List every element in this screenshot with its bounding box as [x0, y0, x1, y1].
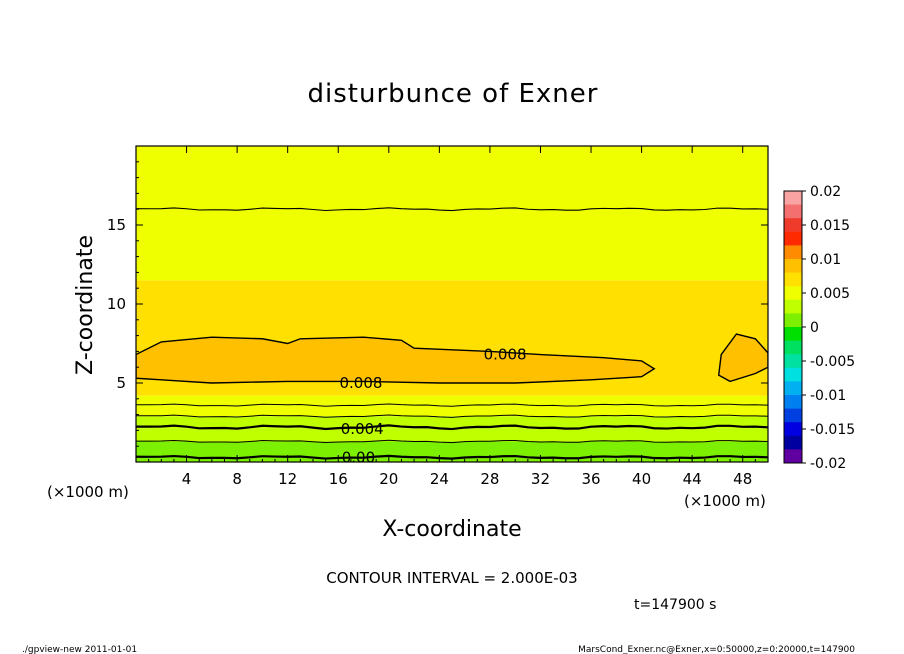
colorbar-swatch — [784, 272, 802, 287]
time-label: t=147900 s — [634, 597, 716, 613]
colorbar-tick-label: -0.01 — [810, 388, 846, 404]
y-tick-label: 5 — [116, 374, 126, 392]
colorbar: 0.02 0.015 0.01 0.005 0 -0.005 -0.01 -0.015 -0.0… — [783, 184, 855, 472]
x-tick-label: 20 — [379, 470, 398, 488]
x-tick-label: 24 — [430, 470, 449, 488]
contour-label: 0.008 — [340, 374, 383, 392]
colorbar-swatch — [784, 340, 802, 355]
colorbar-swatch — [784, 422, 802, 437]
footer-left: ./gpview-new 2011-01-01 — [22, 645, 137, 654]
colorbar-swatch — [784, 367, 802, 382]
colorbar-swatch — [784, 286, 802, 301]
colorbar-tick-label: -0.02 — [810, 456, 846, 472]
colorbar-swatch — [784, 259, 802, 274]
colorbar-tick-label: 0 — [810, 320, 819, 336]
x-tick-label: 44 — [683, 470, 702, 488]
colorbar-tick-label: 0.015 — [810, 218, 850, 234]
contour-line — [136, 424, 768, 431]
colorbar-swatch — [784, 381, 802, 396]
contour-line — [136, 454, 768, 460]
x-tick-label: 28 — [480, 470, 499, 488]
contour-line — [136, 207, 768, 212]
colorbar-swatch — [784, 313, 802, 328]
contour-line — [136, 403, 768, 407]
y-tick-label: 15 — [107, 216, 126, 234]
contour-interval: CONTOUR INTERVAL = 2.000E-03 — [326, 569, 577, 587]
colorbar-tick-label: -0.015 — [810, 422, 855, 438]
x-tick-label: 48 — [733, 470, 752, 488]
colorbar-swatch — [784, 435, 802, 450]
x-axis-label: X-coordinate — [382, 517, 521, 542]
colorbar-swatch — [784, 204, 802, 219]
plot-area: 0.008 0.008 0.004 0.00 — [136, 146, 768, 466]
contour-line — [136, 414, 768, 418]
x-unit-left: (×1000 m) — [47, 483, 129, 501]
contour-label: 0.008 — [484, 346, 527, 364]
contour-band — [136, 146, 768, 281]
contour-label: 0.00 — [342, 448, 375, 466]
y-axis-label: Z-coordinate — [73, 235, 98, 375]
colorbar-swatch — [784, 191, 802, 206]
colorbar-swatch — [784, 449, 802, 464]
x-tick-label: 8 — [232, 470, 242, 488]
contour-band — [136, 395, 768, 406]
x-tick-label: 16 — [329, 470, 348, 488]
x-tick-label: 36 — [581, 470, 600, 488]
contour-band — [136, 416, 768, 429]
colorbar-swatch — [784, 231, 802, 246]
chart-title: disturbunce of Exner — [308, 79, 599, 109]
colorbar-tick-label: 0.005 — [810, 286, 850, 302]
contour-core — [136, 336, 656, 384]
colorbar-swatch — [784, 299, 802, 314]
colorbar-swatch — [784, 245, 802, 260]
y-tick-label: 10 — [107, 295, 126, 313]
x-tick-label: 4 — [182, 470, 192, 488]
colorbar-swatch — [784, 327, 802, 342]
footer-right: MarsCond_Exner.nc@Exner,x=0:50000,z=0:20… — [578, 645, 855, 654]
contour-label: 0.004 — [341, 420, 384, 438]
contour-core — [717, 333, 768, 383]
x-unit-right: (×1000 m) — [684, 492, 766, 510]
x-tick-label: 32 — [531, 470, 550, 488]
x-tick-label: 40 — [632, 470, 651, 488]
contour-line — [136, 439, 768, 444]
contour-band — [136, 441, 768, 453]
colorbar-swatch — [784, 354, 802, 369]
contour-band — [136, 428, 768, 442]
colorbar-tick-label: 0.02 — [810, 184, 841, 200]
contour-band — [136, 405, 768, 417]
colorbar-swatch — [784, 408, 802, 423]
x-tick-label: 12 — [278, 470, 297, 488]
contour-band — [136, 452, 768, 462]
colorbar-swatch — [784, 395, 802, 410]
colorbar-swatch — [784, 218, 802, 233]
colorbar-tick-label: -0.005 — [810, 354, 855, 370]
colorbar-tick-label: 0.01 — [810, 252, 841, 268]
